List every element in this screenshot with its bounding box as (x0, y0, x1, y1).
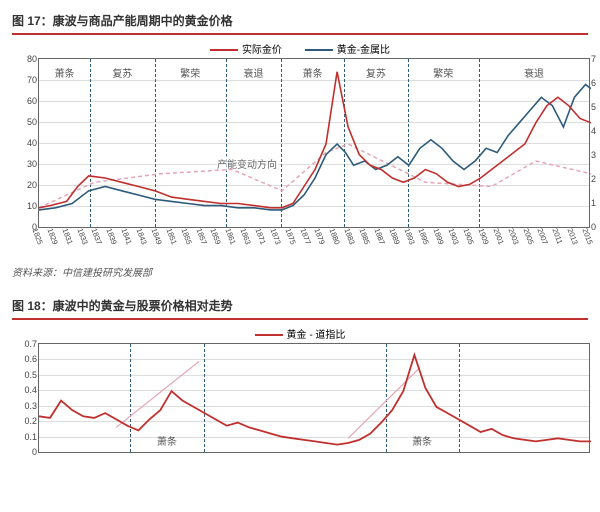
legend-item-2: 黄金-金属比 (305, 41, 390, 56)
x-axis: 1825182918311833183718391841184318491851… (39, 227, 589, 263)
chart2-legend: 黄金 - 道指比 (12, 326, 588, 341)
chart1-title: 图 17：康波与商品产能周期中的黄金价格 (12, 12, 588, 35)
chart2-plot: 萧条萧条00.10.20.30.40.50.60.7 (38, 343, 590, 453)
y-axis-left: 01020304050607080 (15, 59, 37, 227)
chart2-title: 图 18：康波中的黄金与股票价格相对走势 (12, 297, 588, 320)
y-axis-left: 00.10.20.30.40.50.60.7 (15, 344, 37, 452)
legend-item-1: 实际金价 (210, 41, 282, 56)
source-note: 资料来源：中信建投研究发展部 (12, 264, 588, 279)
chart1-legend: 实际金价 黄金-金属比 (12, 41, 588, 56)
chart1-plot: 萧条复苏繁荣衰退萧条复苏繁荣衰退产能变动方向010203040506070800… (38, 58, 590, 228)
legend-item-3: 黄金 - 道指比 (255, 326, 346, 341)
y-axis-right: 01234567 (591, 59, 600, 227)
